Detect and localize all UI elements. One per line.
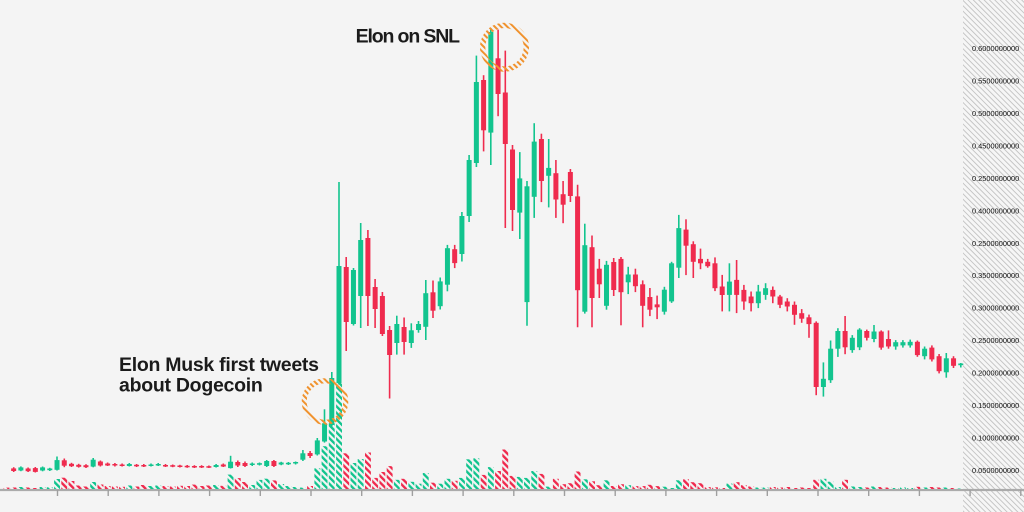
svg-text:0.2500000000: 0.2500000000 [972, 174, 1019, 183]
svg-text:0.5500000000: 0.5500000000 [972, 77, 1019, 86]
svg-text:Elon Musk first tweets: Elon Musk first tweets [119, 354, 319, 376]
svg-text:0.2500000000: 0.2500000000 [972, 239, 1019, 248]
svg-text:Elon on SNL: Elon on SNL [356, 25, 461, 47]
svg-text:0.4000000000: 0.4000000000 [972, 206, 1019, 215]
svg-text:0.2000000000: 0.2000000000 [972, 369, 1019, 378]
svg-text:0.0500000000: 0.0500000000 [972, 466, 1019, 475]
svg-text:0.1000000000: 0.1000000000 [972, 434, 1019, 443]
svg-text:0.3000000000: 0.3000000000 [972, 304, 1019, 313]
svg-text:0.1500000000: 0.1500000000 [972, 401, 1019, 410]
svg-text:0.3500000000: 0.3500000000 [972, 271, 1019, 280]
svg-text:0.5000000000: 0.5000000000 [972, 109, 1019, 118]
svg-text:0.6000000000: 0.6000000000 [972, 44, 1019, 53]
svg-text:0.4500000000: 0.4500000000 [972, 141, 1019, 150]
svg-text:0.2500000000: 0.2500000000 [972, 336, 1019, 345]
svg-text:about Dogecoin: about Dogecoin [119, 375, 263, 397]
